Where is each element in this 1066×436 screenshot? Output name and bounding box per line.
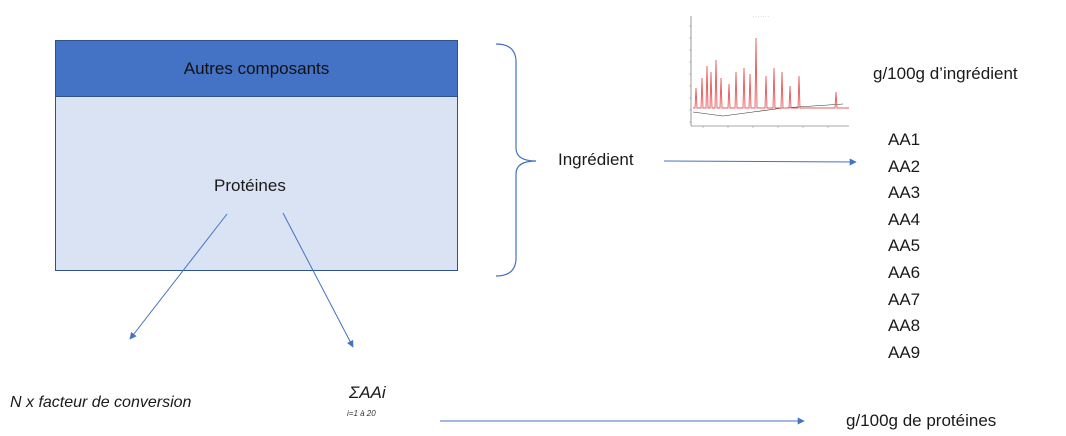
- brace: [496, 44, 536, 276]
- nitrogen-arrow: [130, 214, 227, 339]
- svg-text:· · · · · · ·: · · · · · · ·: [753, 14, 769, 19]
- ingredient-arrow: [664, 161, 856, 162]
- chromatogram-thumbnail: · · · · · · ·: [683, 12, 851, 134]
- sum-arrow: [283, 213, 353, 347]
